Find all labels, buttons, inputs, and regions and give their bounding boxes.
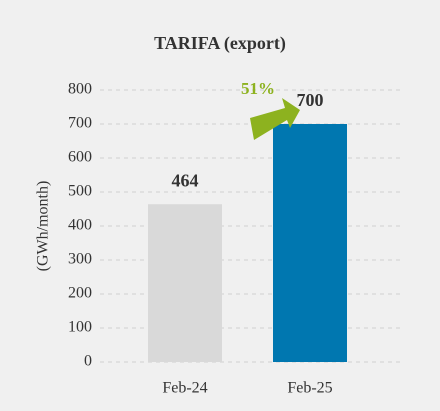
y-tick-label: 700 [68, 115, 92, 132]
bar [148, 204, 222, 362]
y-tick-label: 600 [68, 149, 92, 166]
y-tick-label: 200 [68, 285, 92, 302]
y-tick-label: 500 [68, 183, 92, 200]
y-tick-label: 300 [68, 251, 92, 268]
y-tick-label: 800 [68, 81, 92, 98]
bars [148, 124, 347, 362]
data-label: 700 [297, 90, 324, 110]
x-tick-label: Feb-25 [287, 380, 332, 397]
y-axis-label: (GWh/month) [35, 181, 52, 272]
bar [273, 124, 347, 362]
x-tick-label: Feb-24 [162, 380, 207, 397]
data-label: 464 [172, 170, 199, 190]
annotation: 51% [241, 79, 275, 98]
chart-title: TARIFA (export) [154, 33, 286, 54]
y-tick-label: 400 [68, 217, 92, 234]
y-tick-label: 100 [68, 319, 92, 336]
y-tick-label: 0 [84, 353, 92, 370]
growth-arrow [250, 98, 300, 140]
